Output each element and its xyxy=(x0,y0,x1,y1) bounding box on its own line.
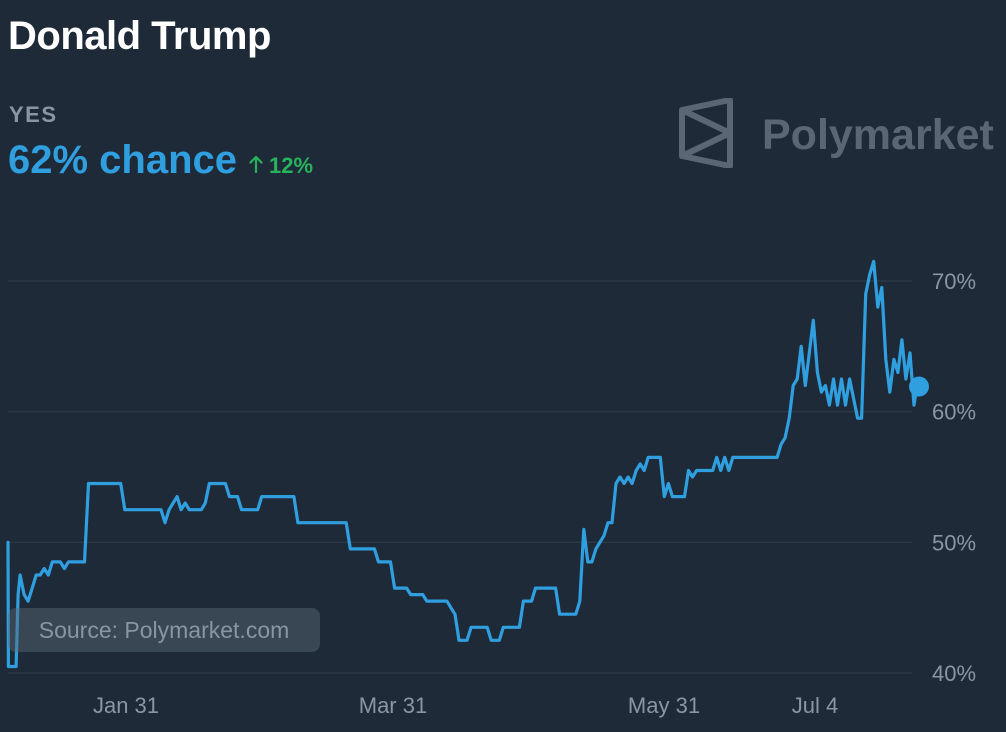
chance-value: 62% chance xyxy=(8,138,238,182)
y-tick-label: 50% xyxy=(932,530,976,555)
brand-logo: Polymarket xyxy=(676,97,994,173)
y-tick-label: 60% xyxy=(932,400,976,425)
outcome-label: YES xyxy=(9,102,58,127)
page-title: Donald Trump xyxy=(8,14,271,58)
current-value-dot xyxy=(909,376,929,397)
source-label: Source: Polymarket.com xyxy=(8,608,320,652)
x-tick-label: Jan 31 xyxy=(93,693,159,718)
change-value: 12% xyxy=(269,153,314,178)
x-tick-label: Mar 31 xyxy=(359,693,427,718)
polymarket-icon xyxy=(676,97,736,173)
x-tick-label: May 31 xyxy=(628,693,700,718)
chance-row: 62% chance 12% xyxy=(8,138,313,183)
change-badge: 12% xyxy=(249,153,313,179)
y-tick-label: 70% xyxy=(932,269,976,294)
arrow-up-icon xyxy=(249,153,263,179)
brand-name: Polymarket xyxy=(762,111,994,159)
y-tick-label: 40% xyxy=(932,661,976,686)
x-tick-label: Jul 4 xyxy=(792,693,838,718)
series-line xyxy=(6,259,928,669)
